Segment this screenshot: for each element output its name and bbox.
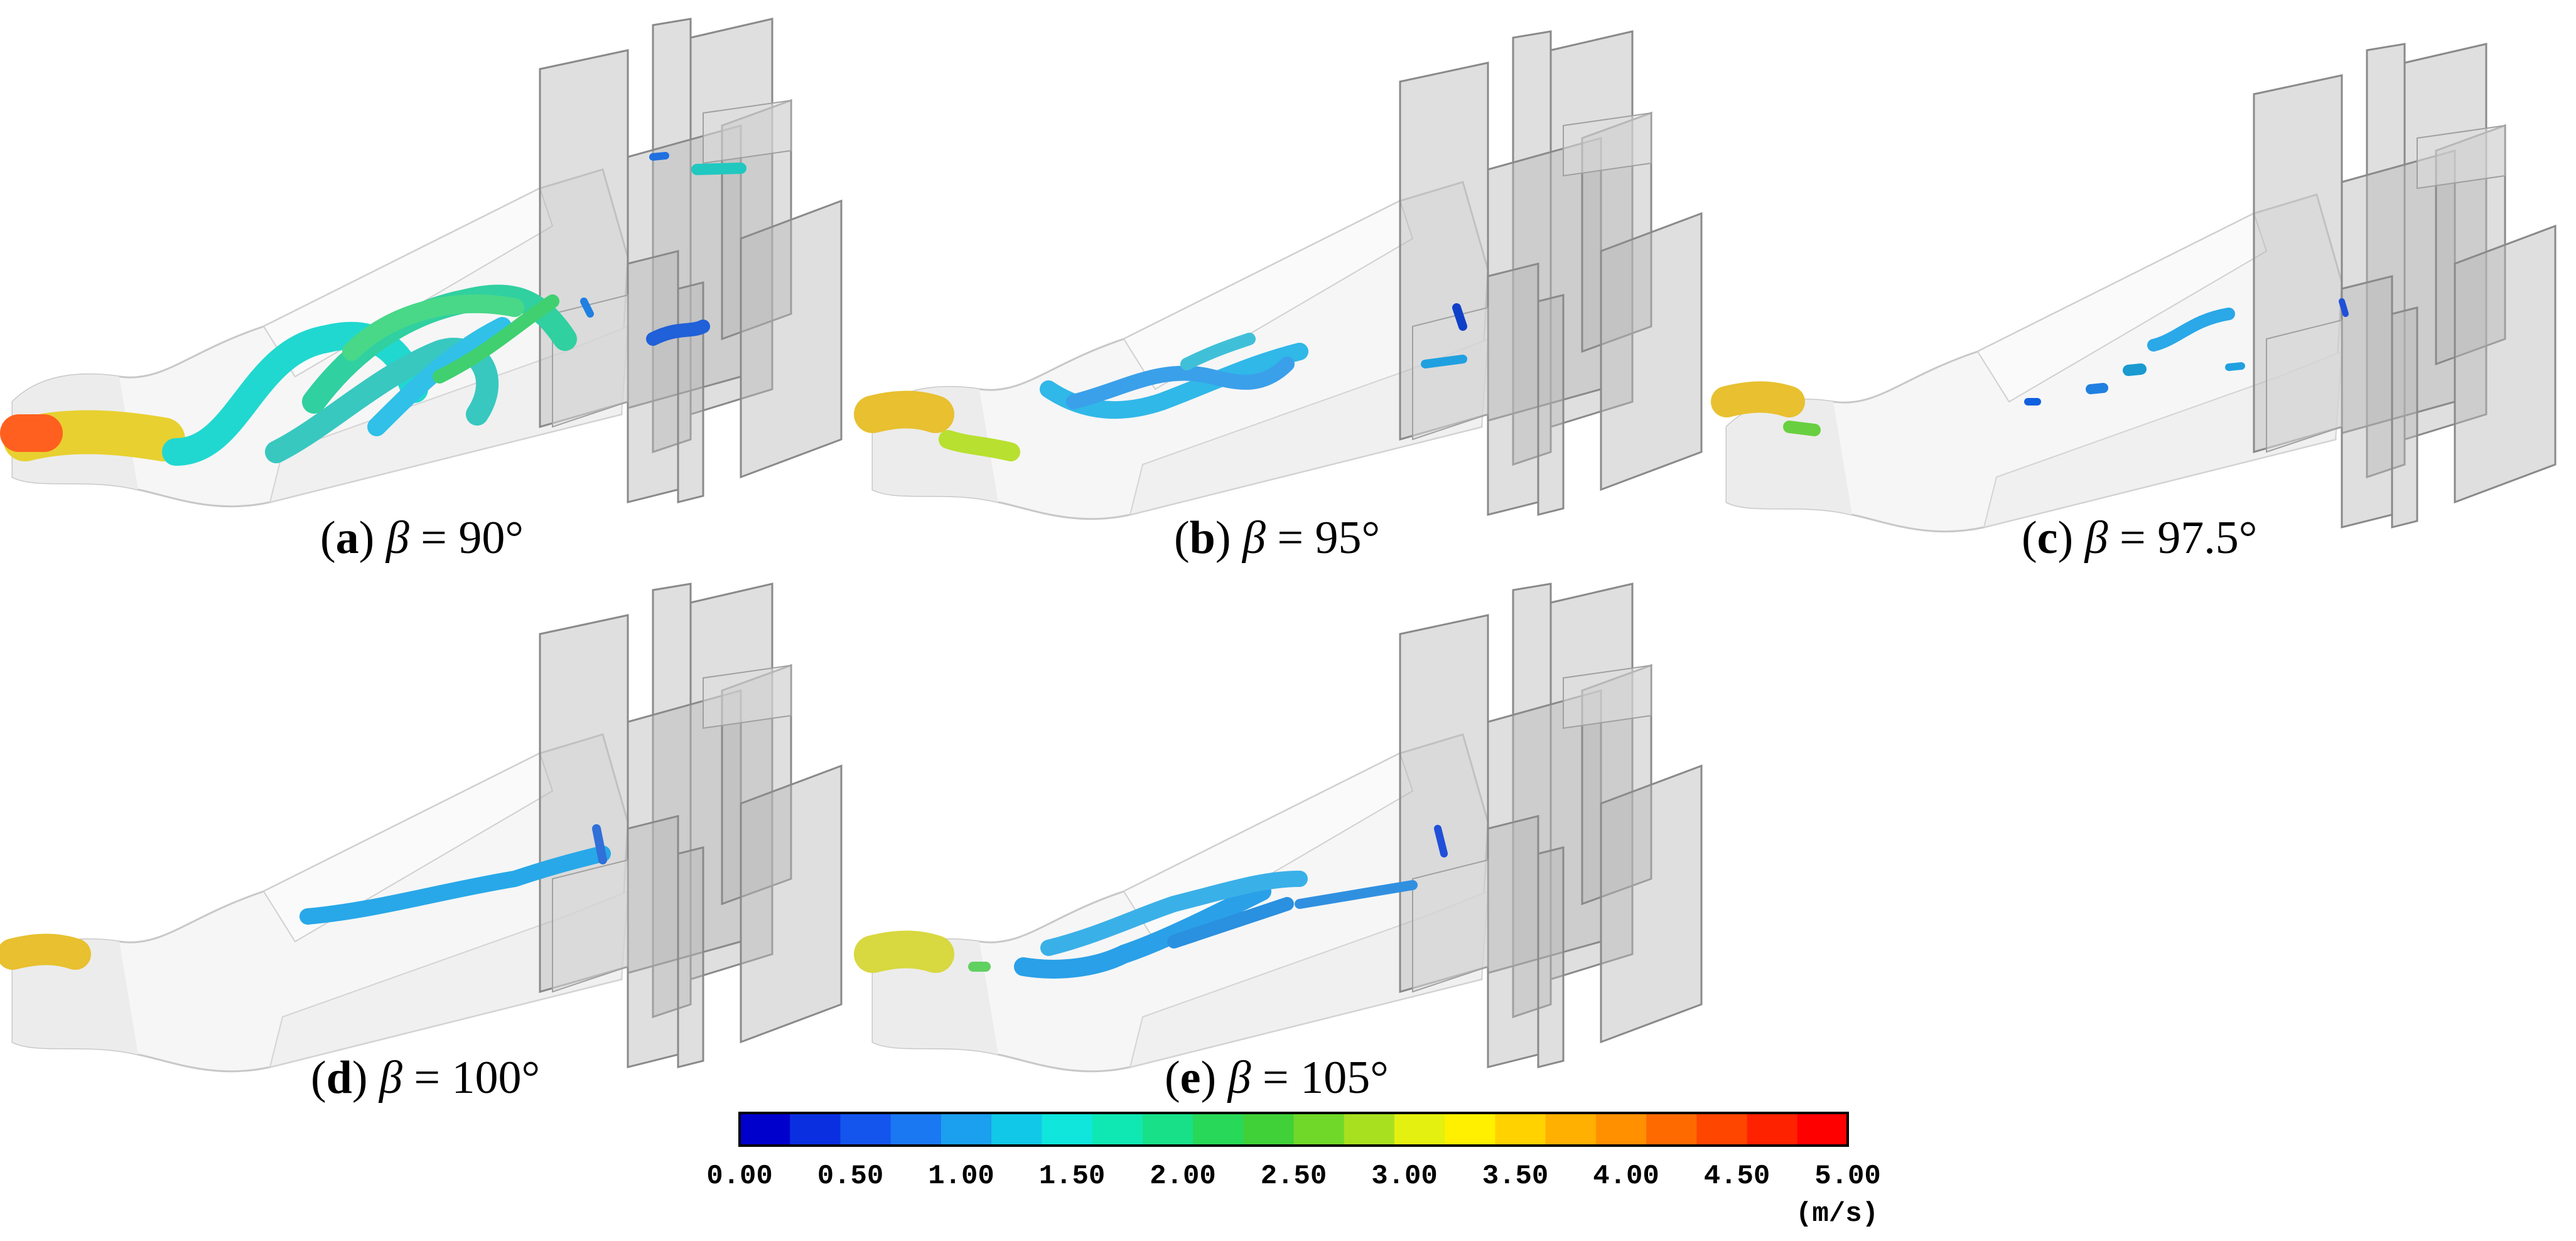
colorbar-tick-label: 2.00 xyxy=(1150,1161,1216,1192)
colorbar-tick-label: 2.50 xyxy=(1260,1161,1327,1192)
colorbar-segment xyxy=(1193,1113,1244,1146)
colorbar-segment xyxy=(740,1113,790,1146)
colorbar-segment xyxy=(1797,1113,1848,1146)
colorbar xyxy=(738,1112,1849,1147)
colorbar-segment xyxy=(1243,1113,1295,1146)
colorbar-segment xyxy=(840,1113,892,1146)
colorbar-segment xyxy=(790,1113,841,1146)
colorbar-segment xyxy=(1646,1113,1697,1146)
colorbar-segment xyxy=(1344,1113,1395,1146)
colorbar-segment xyxy=(1092,1113,1143,1146)
colorbar-frame xyxy=(738,1112,1849,1147)
panel-a-vortex-structures xyxy=(0,152,746,466)
colorbar-gradient xyxy=(740,1113,1848,1146)
colorbar-tick-label: 1.50 xyxy=(1038,1161,1106,1192)
caption-d: (d) β = 100° xyxy=(311,1052,541,1104)
colorbar-segment xyxy=(1696,1113,1748,1146)
colorbar-segment xyxy=(1495,1113,1546,1146)
colorbar-segment xyxy=(1042,1113,1093,1146)
colorbar-tick-label: 1.00 xyxy=(928,1161,994,1192)
panel-d-vortex-structures xyxy=(0,824,611,970)
caption-a: (a) β = 90° xyxy=(320,512,524,564)
colorbar-segment xyxy=(1747,1113,1798,1146)
panel-a-image xyxy=(0,18,843,508)
colorbar-tick-label: 5.00 xyxy=(1814,1161,1881,1192)
caption-b: (b) β = 95° xyxy=(1174,512,1381,564)
panel-c-vortex-structures xyxy=(1711,298,2349,436)
panel-b-image xyxy=(854,30,1703,520)
panel-d-image xyxy=(0,583,843,1073)
colorbar-tick-label: 0.50 xyxy=(817,1161,884,1192)
colorbar-tick-label: 3.50 xyxy=(1482,1161,1549,1192)
colorbar-segment xyxy=(1445,1113,1496,1146)
colorbar-tick-label: 4.50 xyxy=(1703,1161,1770,1192)
colorbar-segment xyxy=(1595,1113,1647,1146)
colorbar-tick-label: 3.00 xyxy=(1371,1161,1438,1192)
colorbar-segment xyxy=(991,1113,1042,1146)
panel-e-image xyxy=(854,583,1703,1073)
colorbar-segment xyxy=(940,1113,992,1146)
panel-b-vortex-structures xyxy=(854,303,1467,461)
colorbar-unit: (m/s) xyxy=(1796,1198,1879,1230)
panel-c-image xyxy=(1711,43,2557,533)
colorbar-tick-label: 4.00 xyxy=(1593,1161,1659,1192)
colorbar-segment xyxy=(890,1113,942,1146)
colorbar-segment xyxy=(1545,1113,1597,1146)
panel-e-vortex-structures xyxy=(854,825,1448,979)
caption-c: (c) β = 97.5° xyxy=(2022,512,2258,564)
caption-e: (e) β = 105° xyxy=(1165,1052,1389,1104)
colorbar-tick-label: 0.00 xyxy=(706,1161,773,1192)
colorbar-segment xyxy=(1142,1113,1194,1146)
colorbar-segment xyxy=(1394,1113,1445,1146)
colorbar-segment xyxy=(1293,1113,1345,1146)
